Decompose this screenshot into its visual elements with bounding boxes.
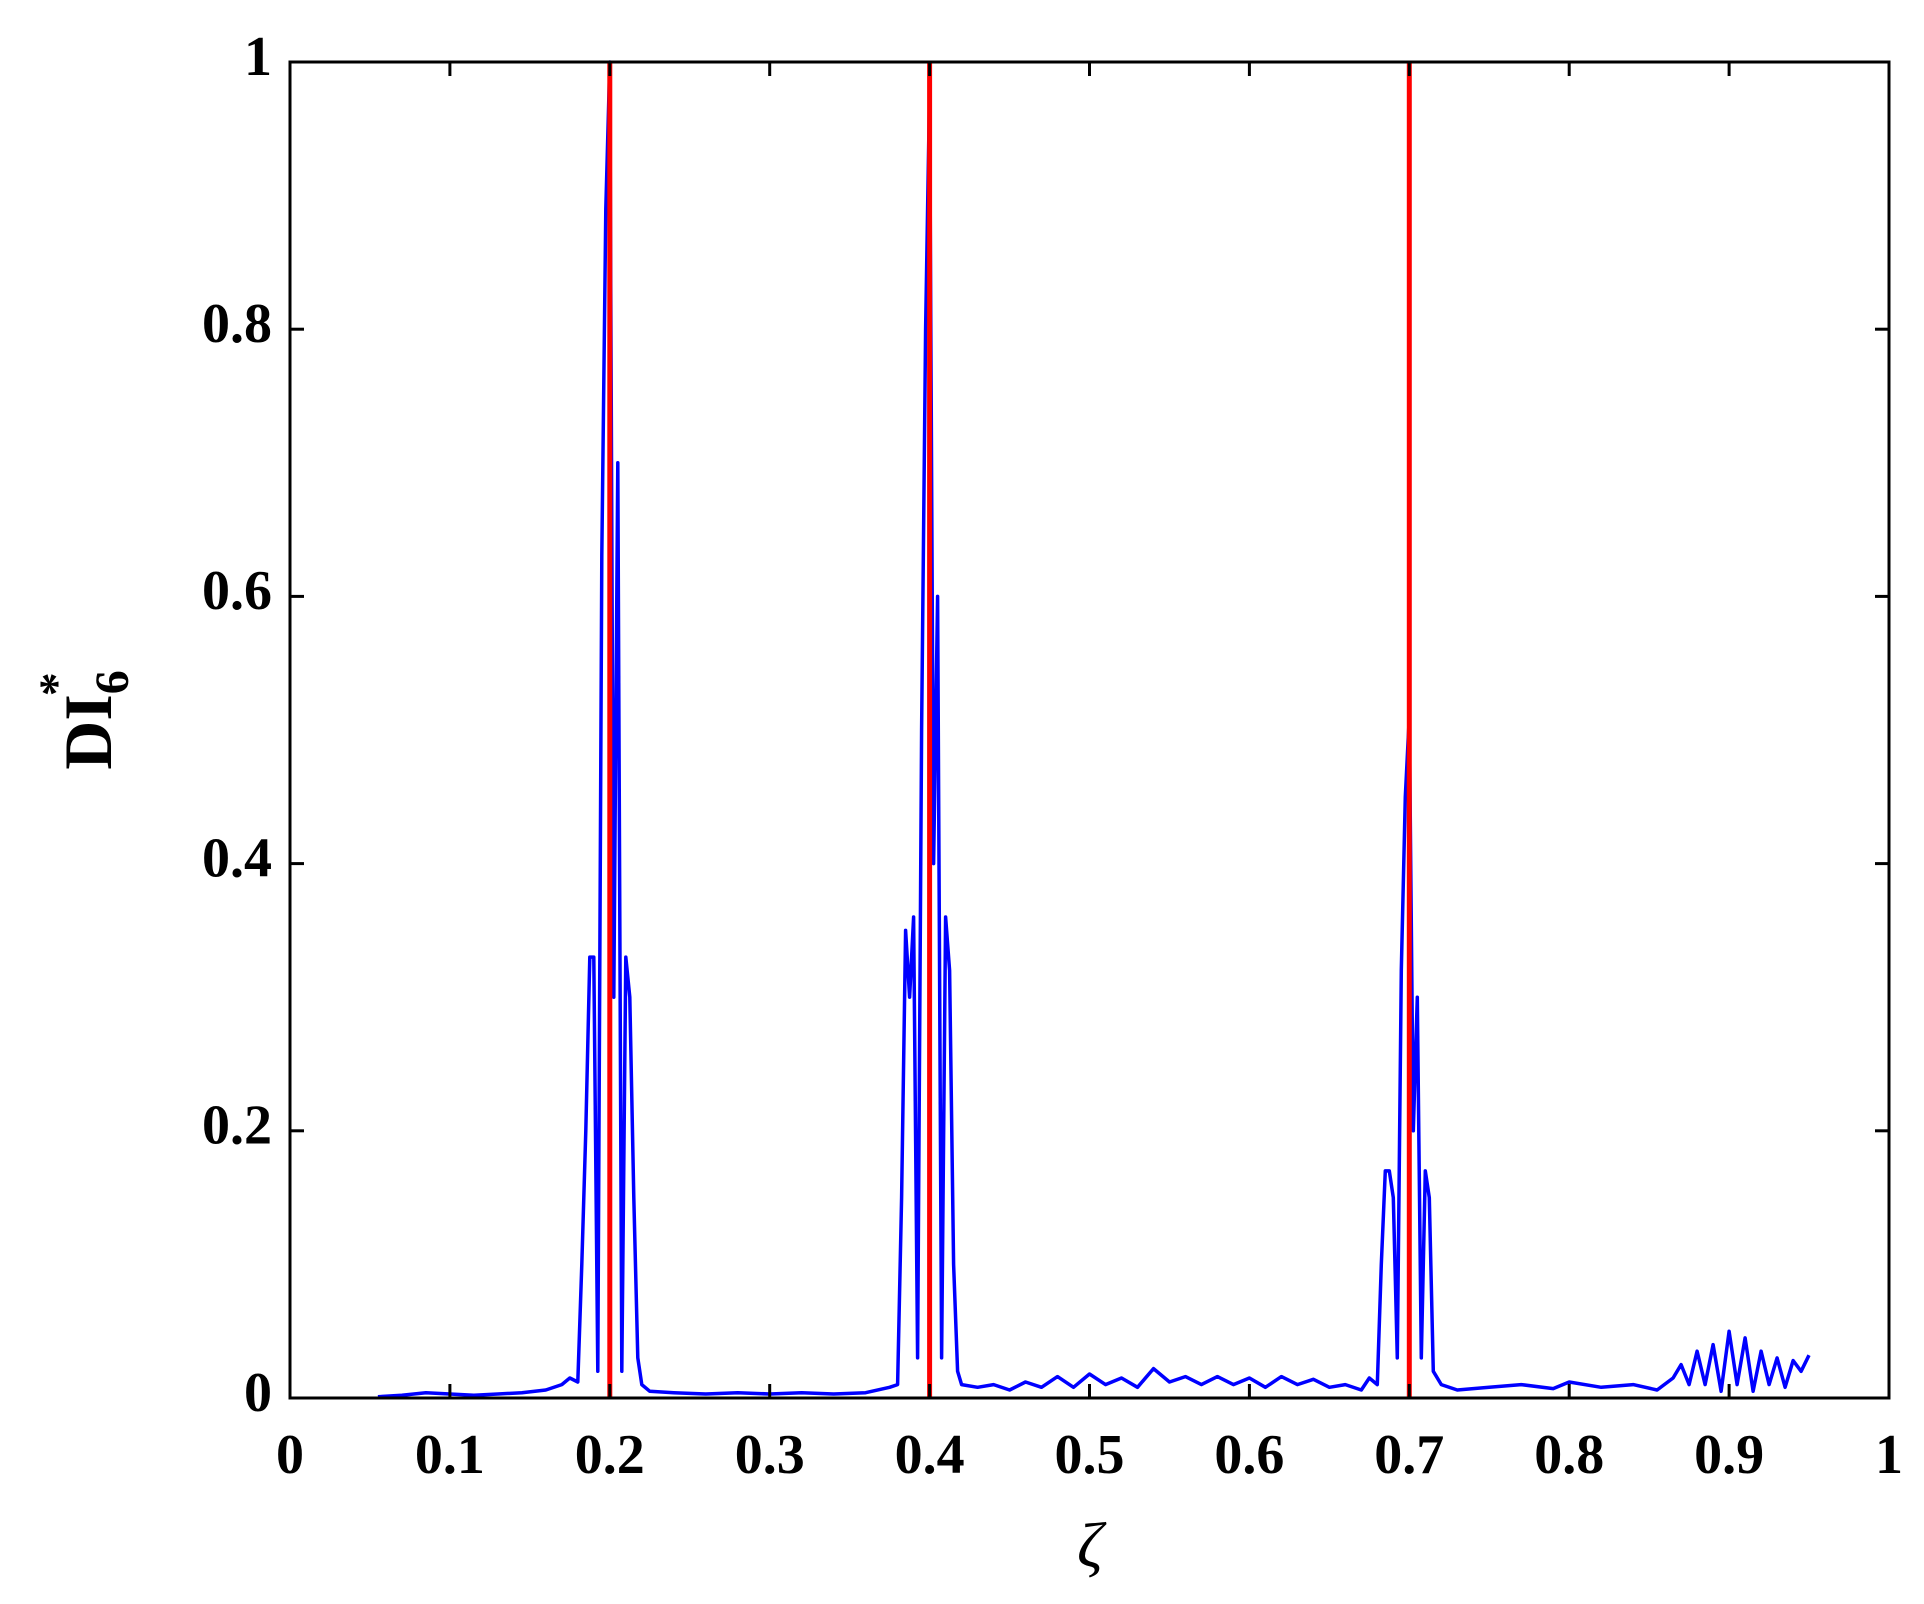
data-line [377,60,1811,1399]
x-tick-label: 0.7 [1374,1424,1444,1486]
x-axis-label: ζ [1077,1510,1107,1581]
y-tick-label: 0.6 [202,560,272,622]
y-tick-label: 1 [244,26,272,88]
y-axis-label: DI6* [30,670,139,770]
y-tick-label: 0.8 [202,293,272,355]
x-tick-label: 0.6 [1214,1424,1284,1486]
y-label-main: DI [50,694,126,770]
y-label-sup: * [30,672,83,696]
y-tick-label: 0 [244,1362,272,1424]
x-tick-label: 0.8 [1534,1424,1604,1486]
x-tick-label: 0 [276,1424,304,1486]
y-axis-label-text: DI6* [30,670,139,770]
y-tick-label: 0.2 [202,1095,272,1157]
x-tick-label: 1 [1875,1424,1903,1486]
x-tick-label: 0.9 [1694,1424,1764,1486]
x-tick-label: 0.3 [735,1424,805,1486]
plot-frame [288,60,1891,1400]
x-tick-label: 0.5 [1055,1424,1125,1486]
y-label-sub: 6 [86,670,139,694]
y-tick-label: 0.4 [202,827,272,889]
x-tick-label: 0.4 [895,1424,965,1486]
x-tick-label: 0.1 [415,1424,485,1486]
x-tick-label: 0.2 [575,1424,645,1486]
